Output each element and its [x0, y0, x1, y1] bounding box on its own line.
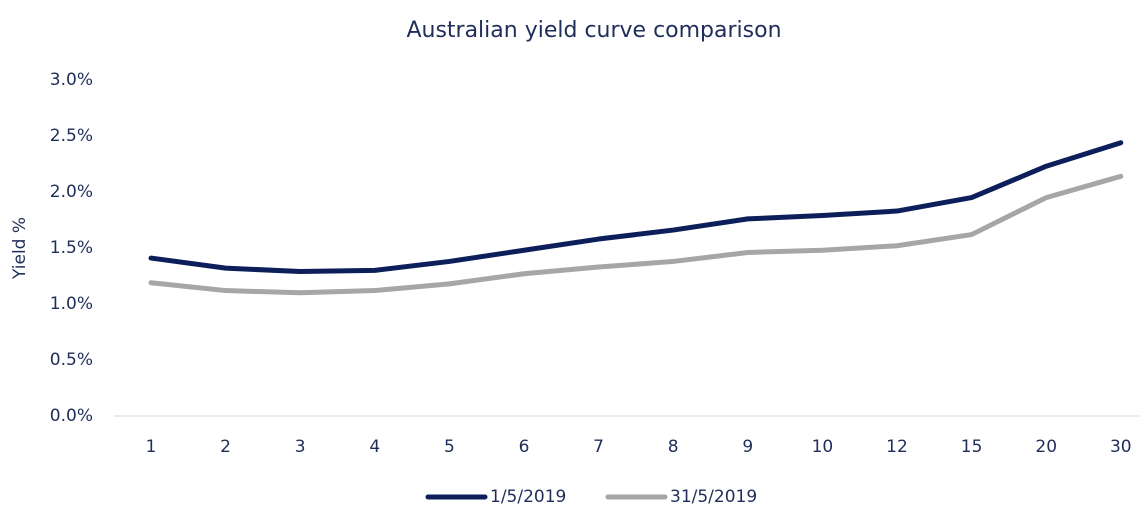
y-tick-label: 0.0% — [50, 406, 93, 426]
y-tick-label: 2.0% — [50, 182, 93, 202]
line-series — [148, 173, 1124, 296]
y-axis-label: Yield % — [10, 217, 30, 280]
x-tick-label: 30 — [1110, 437, 1132, 457]
x-tick-label: 1 — [146, 437, 157, 457]
x-tick-label: 4 — [369, 437, 380, 457]
y-tick-label: 1.0% — [50, 294, 93, 314]
line-series — [148, 140, 1124, 275]
x-tick-label: 9 — [742, 437, 753, 457]
x-tick-label: 12 — [886, 437, 908, 457]
x-tick-label: 15 — [961, 437, 983, 457]
x-tick-label: 6 — [519, 437, 530, 457]
x-tick-label: 3 — [295, 437, 306, 457]
x-tick-label: 10 — [812, 437, 834, 457]
x-tick-label: 7 — [593, 437, 604, 457]
x-tick-label: 2 — [220, 437, 231, 457]
y-tick-label: 0.5% — [50, 350, 93, 370]
y-tick-label: 1.5% — [50, 238, 93, 258]
y-tick-label: 3.0% — [50, 70, 93, 90]
x-tick-label: 5 — [444, 437, 455, 457]
legend-label: 1/5/2019 — [490, 487, 566, 507]
x-tick-label: 20 — [1035, 437, 1057, 457]
legend-label: 31/5/2019 — [670, 487, 757, 507]
chart-title: Australian yield curve comparison — [406, 18, 781, 43]
x-tick-label: 8 — [668, 437, 679, 457]
y-tick-label: 2.5% — [50, 126, 93, 146]
